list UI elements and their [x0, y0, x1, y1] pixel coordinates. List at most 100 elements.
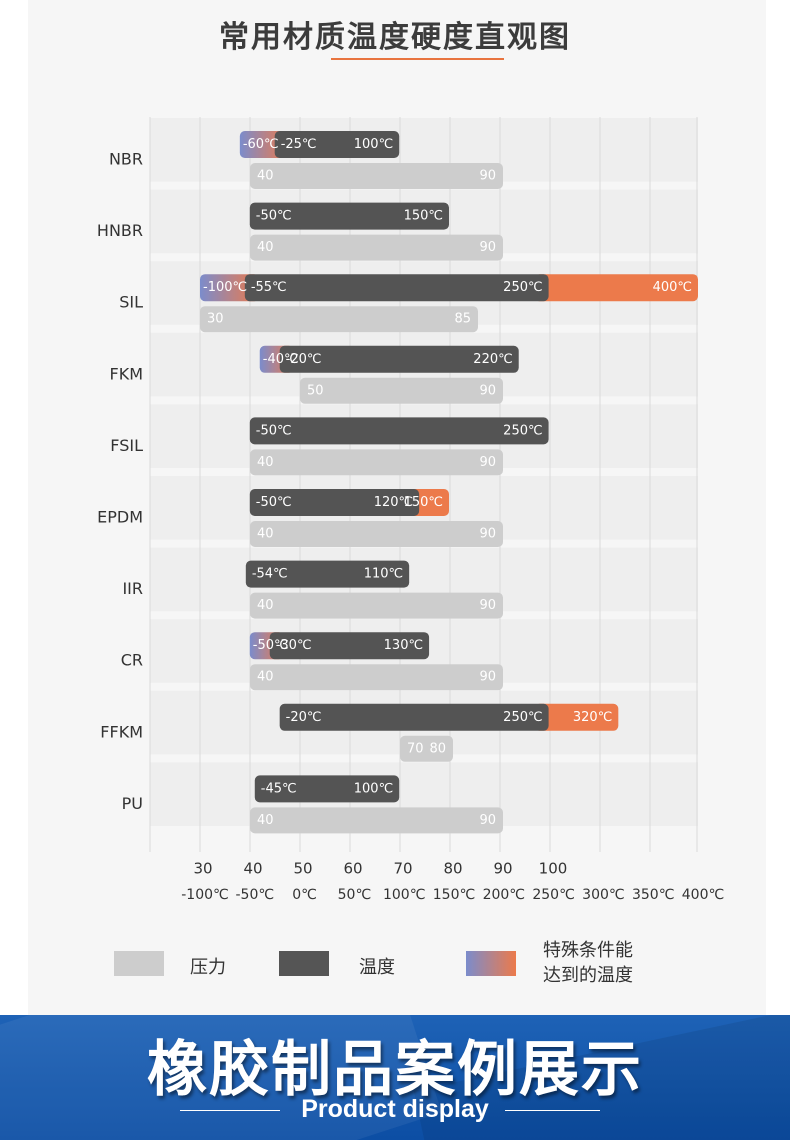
label-special-high: 150℃ [404, 495, 443, 510]
label-temp-low: -45℃ [261, 781, 297, 796]
hardness-tick-label: 60 [343, 860, 362, 878]
bar-hardness [250, 234, 503, 261]
category-label: HNBR [97, 221, 143, 240]
label-hardness-low: 70 [407, 741, 424, 756]
temperature-tick-label: -50℃ [236, 887, 275, 903]
label-temp-low: -50℃ [256, 209, 292, 224]
bar-special-high [534, 274, 698, 302]
label-hardness-high: 90 [479, 169, 496, 184]
hardness-tick-label: 80 [443, 860, 462, 878]
category-label: IIR [122, 579, 143, 598]
bar-hardness [200, 306, 478, 333]
label-special-low: -100℃ [203, 280, 247, 295]
temperature-tick-label: 400℃ [682, 887, 724, 903]
label-temp-high: 220℃ [473, 352, 512, 367]
label-temp-low: -55℃ [251, 280, 287, 295]
label-hardness-high: 90 [479, 598, 496, 613]
banner-subtitle: Product display [301, 1095, 489, 1123]
temperature-tick-label: 150℃ [433, 887, 475, 903]
label-temp-high: 110℃ [364, 567, 403, 582]
temperature-tick-label: 200℃ [483, 887, 525, 903]
label-hardness-high: 90 [479, 455, 496, 470]
hardness-tick-label: 30 [193, 860, 212, 878]
hardness-tick-label: 70 [393, 860, 412, 878]
page-title: 常用材质温度硬度直观图 [219, 20, 571, 55]
bar-special-low [200, 274, 259, 302]
label-special-high: 400℃ [653, 280, 692, 295]
temperature-tick-label: 50℃ [338, 887, 372, 903]
temperature-tick-label: 250℃ [532, 887, 574, 903]
temperature-tick-label: 350℃ [632, 887, 674, 903]
bar-temperature [245, 560, 410, 588]
category-label: FKM [110, 364, 144, 383]
bar-hardness [250, 592, 503, 619]
temperature-tick-label: 0℃ [292, 887, 317, 903]
label-hardness-low: 40 [257, 813, 274, 828]
label-hardness-low: 40 [257, 169, 274, 184]
label-temp-high: 120℃ [374, 495, 413, 510]
label-temp-low: -20℃ [286, 352, 322, 367]
label-hardness-low: 50 [307, 383, 324, 398]
label-temp-low: -30℃ [276, 638, 312, 653]
bar-temperature [244, 274, 549, 302]
bar-temperature [254, 775, 400, 803]
label-temp-low: -50℃ [256, 423, 292, 438]
label-special-high: 320℃ [573, 710, 612, 725]
label-temp-low: -50℃ [256, 495, 292, 510]
category-label: SIL [119, 293, 143, 312]
category-label: NBR [109, 150, 143, 169]
bar-hardness [250, 163, 503, 189]
label-temp-low: -20℃ [286, 710, 322, 725]
bar-hardness [250, 807, 503, 834]
bar-hardness [300, 377, 503, 404]
category-label: CR [121, 651, 143, 670]
label-temp-high: 130℃ [384, 638, 423, 653]
bar-temperature [249, 202, 449, 230]
label-special-low: -50℃ [253, 638, 289, 653]
bar-hardness [250, 521, 503, 547]
banner-line-left [180, 1110, 280, 1111]
label-hardness-low: 40 [257, 527, 274, 542]
label-hardness-high: 80 [429, 741, 446, 756]
label-hardness-high: 90 [479, 813, 496, 828]
temperature-tick-label: 300℃ [582, 887, 624, 903]
label-hardness-low: 40 [257, 670, 274, 685]
temperature-tick-label: -100℃ [181, 887, 229, 903]
category-label: PU [122, 794, 143, 813]
label-hardness-high: 90 [479, 527, 496, 542]
bar-hardness [250, 449, 503, 476]
label-hardness-low: 30 [207, 312, 224, 327]
hardness-tick-label: 50 [293, 860, 312, 878]
label-temp-high: 250℃ [503, 280, 542, 295]
hardness-tick-label: 90 [493, 860, 512, 878]
label-temp-high: 100℃ [354, 137, 393, 152]
label-temp-high: 250℃ [503, 423, 542, 438]
label-temp-high: 250℃ [503, 710, 542, 725]
category-label: FSIL [110, 436, 143, 455]
category-label: EPDM [97, 508, 143, 527]
label-special-low: -60℃ [243, 137, 279, 152]
label-temp-low: -25℃ [281, 137, 317, 152]
label-hardness-high: 85 [454, 312, 471, 327]
label-hardness-low: 40 [257, 598, 274, 613]
banner-title: 橡胶制品案例展示 [147, 1035, 643, 1105]
label-hardness-low: 40 [257, 240, 274, 255]
label-special-low: -40℃ [263, 352, 299, 367]
hardness-tick-label: 100 [539, 860, 568, 878]
bar-hardness [250, 664, 503, 691]
bar-special-high [534, 703, 619, 731]
bar-temperature [279, 345, 519, 373]
category-label: FFKM [100, 722, 143, 741]
label-temp-high: 100℃ [354, 781, 393, 796]
bar-temperature [279, 703, 549, 731]
bar-temperature [249, 417, 549, 445]
label-hardness-high: 90 [479, 670, 496, 685]
banner-line-right [505, 1110, 600, 1111]
banner: 橡胶制品案例展示 [0, 1015, 790, 1140]
bar-temperature [269, 632, 430, 660]
label-hardness-high: 90 [479, 240, 496, 255]
temperature-hardness-chart: NBR -60℃ -25℃ 100℃ 40 90 HNBR -50℃ 150℃ 40 90 SIL -1… [97, 117, 724, 903]
hardness-tick-label: 40 [243, 860, 262, 878]
label-hardness-high: 90 [479, 383, 496, 398]
bar-hardness [400, 735, 453, 762]
